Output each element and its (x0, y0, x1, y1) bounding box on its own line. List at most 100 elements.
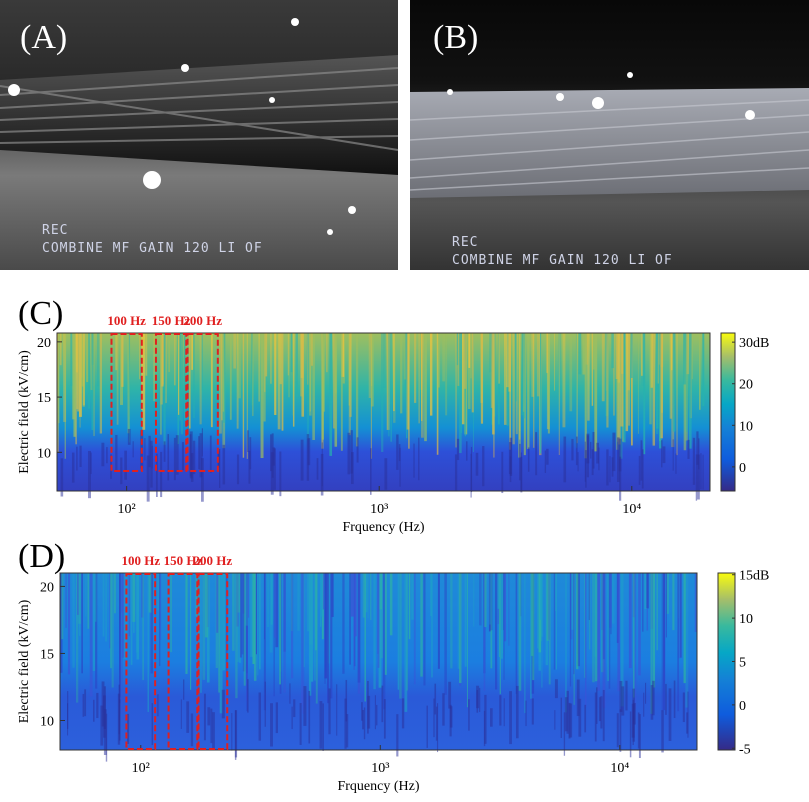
heatmap-texture (371, 333, 374, 407)
heatmap-texture (594, 573, 598, 682)
heatmap-texture (168, 333, 170, 373)
heatmap-texture (189, 434, 192, 477)
heatmap-texture (590, 441, 592, 459)
heatmap-texture (377, 573, 379, 654)
heatmap-texture (616, 333, 619, 450)
heatmap-texture (413, 573, 416, 685)
heatmap-texture (602, 573, 605, 660)
heatmap-texture (365, 573, 368, 613)
heatmap-texture (269, 573, 273, 653)
heatmap-texture (573, 573, 575, 675)
heatmap-texture (685, 573, 689, 708)
heatmap-texture (160, 333, 164, 387)
heatmap-texture (632, 573, 635, 698)
highlight-label: 200 Hz (183, 313, 222, 328)
heatmap-texture (340, 333, 343, 451)
heatmap-texture (114, 573, 116, 614)
heatmap-texture (163, 441, 166, 462)
heatmap-texture (308, 690, 311, 744)
plot-frame (59, 572, 698, 751)
heatmap-texture (95, 573, 98, 689)
heatmap-texture (58, 333, 60, 424)
heatmap-texture (591, 333, 594, 406)
heatmap-texture (115, 333, 118, 371)
heatmap-texture (258, 333, 260, 402)
heatmap-texture (562, 333, 566, 428)
heatmap-texture (123, 573, 127, 659)
heatmap-texture (499, 695, 502, 726)
heatmap-texture (78, 573, 81, 624)
heatmap-texture (619, 709, 622, 752)
heatmap-texture (348, 333, 351, 436)
heatmap-texture (222, 573, 226, 671)
heatmap-texture (622, 333, 626, 443)
heatmap-texture (683, 573, 686, 684)
heatmap-texture (442, 693, 445, 726)
heatmap-texture (346, 714, 349, 748)
heatmap-texture (468, 333, 471, 368)
heatmap-texture (582, 333, 586, 375)
heatmap-texture (248, 450, 251, 484)
heatmap-texture (616, 713, 619, 748)
heatmap-texture (515, 573, 518, 694)
heatmap-texture (555, 573, 557, 670)
heatmap-texture (65, 573, 67, 628)
highlight-box (197, 573, 229, 750)
heatmap-texture (649, 333, 652, 425)
heatmap-texture (571, 438, 574, 461)
heatmap-texture (539, 333, 542, 454)
heatmap-texture (383, 699, 386, 739)
heatmap-texture (617, 573, 621, 692)
x-tick-label: 10² (118, 502, 136, 517)
highlight-label: 150 Hz (164, 553, 203, 568)
heatmap-texture (411, 573, 414, 620)
heatmap-texture (193, 333, 195, 419)
panel-label: (B) (433, 19, 478, 56)
heatmap-texture (634, 573, 637, 709)
heatmap-texture (269, 434, 273, 472)
heatmap-texture (146, 455, 150, 502)
heatmap-texture (687, 439, 690, 459)
heatmap-texture (120, 457, 123, 485)
heatmap-texture (185, 573, 188, 674)
heatmap-texture (538, 573, 542, 653)
heatmap-texture (342, 573, 345, 674)
heatmap-texture (671, 333, 675, 448)
heatmap-texture (210, 333, 213, 428)
heatmap-texture (231, 712, 233, 751)
heatmap-texture (102, 573, 105, 637)
heatmap-texture (464, 573, 467, 667)
heatmap-texture (101, 681, 105, 727)
heatmap-texture (665, 683, 667, 715)
heatmap-texture (324, 573, 328, 679)
heatmap-texture (499, 573, 501, 695)
heatmap-texture (370, 573, 372, 620)
heatmap-texture (135, 573, 139, 653)
highlight-label: 100 Hz (121, 553, 160, 568)
heatmap-texture (271, 433, 274, 478)
heatmap-texture (498, 333, 500, 384)
heatmap-texture (587, 333, 590, 421)
heatmap-texture (243, 573, 246, 686)
heatmap-texture (629, 711, 632, 758)
heatmap-texture (607, 573, 609, 682)
heatmap-texture (578, 698, 582, 737)
heatmap-texture (430, 573, 432, 617)
heatmap-texture (347, 432, 351, 475)
heatmap-texture (190, 713, 194, 747)
heatmap-texture (655, 333, 659, 434)
heatmap-texture (96, 333, 100, 387)
heatmap-texture (697, 454, 700, 500)
heatmap-texture (155, 453, 158, 497)
heatmap-texture (221, 689, 225, 719)
heatmap-texture (141, 573, 144, 618)
heatmap-texture (377, 573, 380, 668)
heatmap-texture (397, 573, 399, 690)
heatmap-texture (546, 333, 548, 373)
heatmap-texture (685, 333, 688, 433)
heatmap-texture (569, 573, 572, 687)
heatmap-texture (501, 451, 504, 494)
heatmap-texture (585, 450, 587, 488)
heatmap-texture (293, 699, 296, 718)
heatmap-texture (192, 440, 196, 475)
